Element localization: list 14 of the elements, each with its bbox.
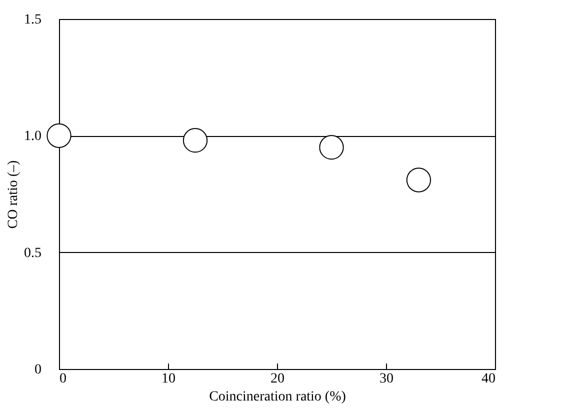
x-tick-label: 40	[482, 372, 496, 386]
x-tick-label: 0	[60, 372, 66, 386]
y-tick-label: 1.5	[24, 12, 42, 28]
x-tick-label: 30	[380, 372, 394, 386]
x-tick-label: 20	[270, 372, 284, 386]
point	[46, 123, 72, 148]
y-tick-label: 1.0	[24, 129, 42, 144]
x-tick-label: 10	[162, 372, 176, 386]
point	[406, 168, 432, 192]
x-axis-title: Coincineration ratio (%)	[209, 390, 346, 404]
y-tick-label: 0.5	[24, 246, 42, 261]
point	[182, 128, 208, 153]
y-axis-title: CO ratio (–)	[6, 160, 21, 229]
point	[319, 135, 344, 160]
